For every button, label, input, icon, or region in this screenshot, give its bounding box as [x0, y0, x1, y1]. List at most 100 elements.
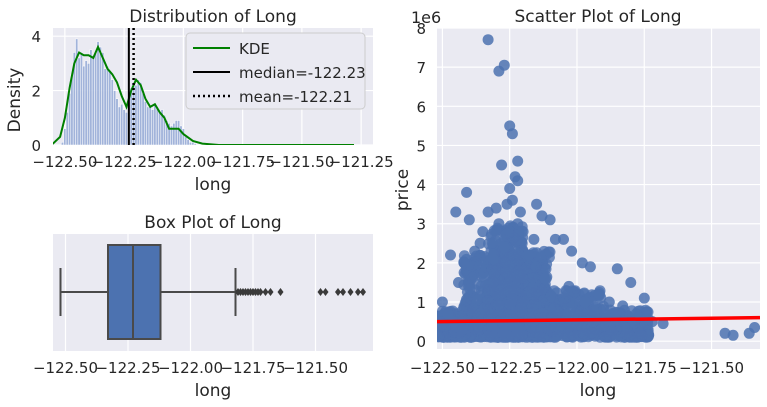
histogram-bar: [61, 142, 64, 145]
scatter-point: [530, 261, 542, 273]
boxplot-elements: [59, 244, 366, 340]
histogram-bar: [103, 68, 107, 145]
scatter-ytick-label: 4: [416, 177, 426, 195]
kde-line: [53, 44, 354, 145]
scatter-point: [503, 285, 515, 297]
histogram-bar: [94, 52, 98, 145]
scatter-point: [486, 237, 498, 249]
histogram-bar: [179, 125, 183, 145]
scatter-point: [476, 271, 488, 283]
boxplot-ticks: −122.50−122.25−122.00−121.75−121.50: [33, 359, 348, 377]
scatter-point: [636, 330, 648, 342]
outlier-marker: [340, 288, 346, 296]
histogram-bar: [96, 41, 100, 145]
scatter-point: [515, 302, 527, 314]
scatter-point: [536, 251, 547, 263]
scatter-point: [499, 256, 511, 268]
outlier-marker: [355, 288, 361, 296]
scatter-point: [458, 257, 470, 269]
scatter-xlabel: long: [580, 381, 617, 401]
hist-xtick-label: −122.00: [151, 153, 216, 171]
scatter-point: [513, 248, 525, 260]
scatter-ticks: −122.50 −122.25 −122.00 −121.75 −121.50 0 1 2 3 4…: [410, 20, 744, 377]
histogram-bar: [98, 46, 102, 145]
scatter-point: [502, 227, 514, 239]
scatter-ylabel: price: [393, 169, 413, 211]
scatter-xtick-label: −122.50: [410, 359, 475, 377]
histogram-bar: [177, 120, 181, 145]
scatter-point: [497, 327, 509, 339]
boxplot-panel: Box Plot of Long −122.50−122.25−122.00−1…: [33, 213, 373, 401]
box-xtick-label: −122.25: [95, 359, 160, 377]
scatter-point: [493, 299, 505, 311]
histogram-bar: [120, 103, 124, 145]
scatter-point: [578, 328, 589, 339]
scatter-ytick-label: 7: [416, 59, 426, 77]
outlier-marker: [360, 288, 366, 296]
scatter-ytick-label: 6: [416, 98, 426, 116]
scatter-point: [579, 296, 591, 308]
scatter-point: [567, 331, 579, 343]
histogram-bar: [68, 93, 72, 145]
scatter-panel: Scatter Plot of Long −122.50 −122.25 −122.…: [393, 7, 760, 401]
scatter-point: [544, 214, 556, 226]
histogram-bar: [186, 139, 190, 145]
hist-xtick-label: −121.50: [269, 153, 334, 171]
histogram-title: Distribution of Long: [129, 7, 297, 27]
hist-ytick-label: 0: [31, 137, 41, 155]
scatter-point: [463, 214, 475, 226]
scatter-point: [512, 218, 524, 230]
histogram-bar: [89, 49, 93, 145]
scatter-point: [453, 277, 464, 288]
box-xtick-label: −121.50: [283, 359, 348, 377]
histogram-bars: [61, 38, 197, 145]
histogram-bar: [151, 109, 154, 145]
scatter-point: [575, 305, 587, 317]
scatter-point: [611, 331, 623, 343]
scatter-point: [486, 308, 498, 320]
boxplot-title: Box Plot of Long: [144, 213, 281, 233]
scatter-point: [442, 308, 454, 320]
scatter-ytick-label: 2: [416, 255, 426, 273]
histogram-panel: Distribution of Long −122.50−122.25−122.…: [5, 7, 394, 195]
histogram-ticks: −122.50−122.25−122.00−121.75−121.50−121.…: [31, 28, 393, 171]
mean-median-lines: [127, 28, 135, 145]
histogram-ylabel: Density: [5, 68, 25, 133]
scatter-xtick-label: −121.75: [612, 359, 677, 377]
scatter-point: [512, 155, 524, 167]
scatter-point: [493, 65, 505, 77]
legend-median-label: median=-122.23: [239, 64, 366, 82]
hist-ytick-label: 2: [31, 83, 41, 101]
scatter-point: [482, 206, 494, 218]
histogram-bar: [106, 65, 109, 145]
histogram-bar: [125, 112, 128, 145]
scatter-point: [514, 268, 526, 280]
scatter-title: Scatter Plot of Long: [514, 7, 681, 27]
scatter-ytick-label: 0: [416, 333, 426, 351]
histogram-bar: [158, 112, 162, 145]
scatter-point: [504, 298, 516, 310]
box-iqr: [107, 244, 162, 340]
histogram-bar: [115, 98, 119, 145]
histogram-bar: [113, 90, 117, 145]
outlier-marker: [262, 288, 269, 296]
outlier-marker: [347, 288, 354, 296]
scatter-point: [437, 296, 448, 308]
scatter-point: [523, 249, 534, 261]
scatter-point: [586, 327, 598, 339]
scatter-point: [566, 245, 578, 257]
legend-kde-label: KDE: [239, 40, 270, 58]
histogram-bar: [91, 54, 95, 145]
scatter-point: [727, 329, 739, 341]
histogram-bar: [122, 109, 126, 145]
scatter-point: [638, 292, 650, 304]
scatter-point: [566, 301, 578, 313]
scatter-xtick-label: −122.00: [544, 359, 609, 377]
histogram-bar: [141, 93, 145, 145]
scatter-point: [558, 233, 569, 245]
scatter-point: [469, 245, 481, 257]
scatter-point: [514, 206, 526, 218]
scatter-point: [584, 261, 596, 273]
histogram-bar: [155, 106, 159, 145]
scatter-ytick-label: 5: [416, 137, 426, 155]
